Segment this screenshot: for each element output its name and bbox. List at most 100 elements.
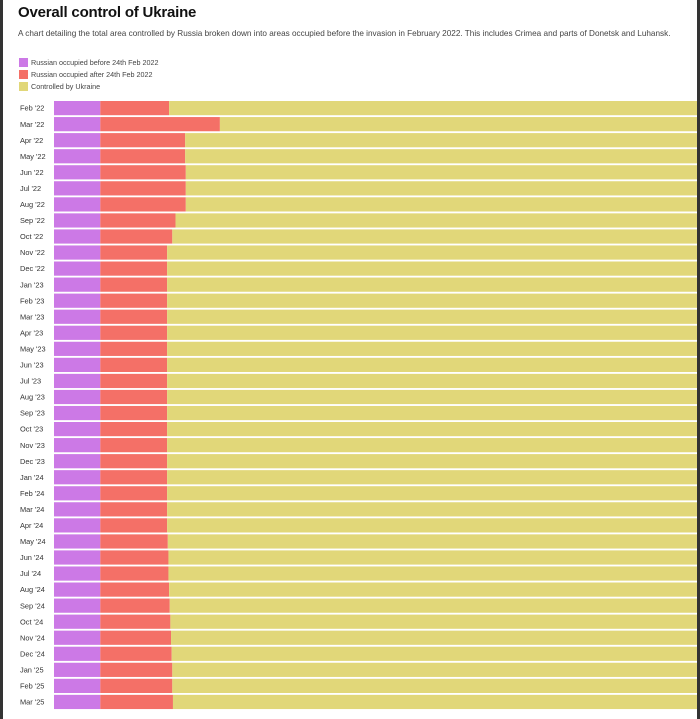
bar-segment-after bbox=[100, 614, 171, 629]
bar-segment-ukraine bbox=[185, 149, 697, 164]
bar-segment-after bbox=[100, 293, 168, 308]
bar-segment-after bbox=[100, 197, 186, 212]
y-tick-label: Aug '23 bbox=[20, 393, 45, 402]
bar-segment-ukraine bbox=[167, 261, 697, 276]
y-tick-label: Mar '24 bbox=[20, 505, 44, 514]
bar-segment-after bbox=[100, 213, 176, 228]
legend-item-ukraine: Controlled by Ukraine bbox=[19, 81, 100, 91]
bar-segment-after bbox=[100, 277, 168, 292]
y-tick-label: Nov '23 bbox=[20, 441, 45, 450]
bar-segment-before bbox=[54, 181, 101, 196]
bar-segment-before bbox=[54, 133, 101, 148]
bar-segment-after bbox=[100, 646, 172, 661]
legend-label-ukraine: Controlled by Ukraine bbox=[31, 81, 101, 91]
y-tick-label: Jan '23 bbox=[20, 280, 44, 289]
bar-segment-after bbox=[100, 438, 168, 453]
legend-label-after: Russian occupied after 24th Feb 2022 bbox=[31, 69, 153, 79]
bar-segment-ukraine bbox=[171, 630, 697, 645]
y-tick-label: Aug '22 bbox=[20, 200, 45, 209]
bar-segment-before bbox=[54, 646, 101, 661]
bar-segment-after bbox=[100, 133, 186, 148]
bar-segment-ukraine bbox=[167, 277, 697, 292]
bar-segment-after bbox=[100, 598, 170, 613]
bar-segment-ukraine bbox=[167, 470, 697, 485]
bar-segment-after bbox=[100, 534, 168, 549]
legend-label-before: Russian occupied before 24th Feb 2022 bbox=[31, 57, 159, 67]
bar-segment-after bbox=[100, 309, 168, 324]
bar-segment-ukraine bbox=[170, 614, 697, 629]
bar-segment-after bbox=[100, 518, 168, 533]
legend-swatch-before bbox=[19, 57, 28, 67]
bar-segment-ukraine bbox=[167, 341, 697, 356]
y-tick-label: Jul '23 bbox=[20, 377, 41, 386]
y-tick-label: Feb '22 bbox=[20, 104, 44, 113]
bar-segment-ukraine bbox=[169, 582, 697, 597]
bar-segment-ukraine bbox=[172, 229, 697, 244]
bar-segment-before bbox=[54, 405, 101, 421]
bar-segment-before bbox=[54, 341, 101, 356]
y-tick-label: Aug '24 bbox=[20, 585, 45, 594]
y-tick-label: May '23 bbox=[20, 344, 46, 353]
bar-segment-ukraine bbox=[168, 566, 697, 581]
y-tick-label: Feb '24 bbox=[20, 489, 44, 498]
bar-segment-ukraine bbox=[167, 502, 697, 517]
bar-segment-after bbox=[100, 165, 186, 180]
bar-segment-before bbox=[54, 261, 101, 276]
bar-segment-before bbox=[54, 197, 101, 212]
y-tick-label: Oct '23 bbox=[20, 425, 43, 434]
bar-segment-after bbox=[100, 550, 169, 565]
y-tick-label: May '22 bbox=[20, 152, 46, 161]
bar-segment-after bbox=[100, 422, 168, 437]
bar-segment-ukraine bbox=[172, 678, 697, 693]
bar-segment-before bbox=[54, 454, 101, 469]
bar-segment-ukraine bbox=[167, 309, 697, 324]
y-tick-label: Sep '22 bbox=[20, 216, 45, 225]
bar-segment-before bbox=[54, 309, 101, 324]
bar-segment-ukraine bbox=[167, 325, 697, 340]
bar-segment-after bbox=[100, 678, 173, 693]
y-tick-label: Jul '22 bbox=[20, 184, 41, 193]
bar-segment-before bbox=[54, 245, 101, 260]
bar-segment-after bbox=[100, 117, 220, 132]
y-tick-label: Jan '25 bbox=[20, 665, 44, 674]
bar-segment-after bbox=[100, 389, 168, 405]
y-tick-label: Mar '22 bbox=[20, 120, 44, 129]
y-tick-label: Dec '24 bbox=[20, 649, 45, 658]
y-tick-label: Dec '23 bbox=[20, 457, 45, 466]
bar-segment-before bbox=[54, 518, 101, 533]
bar-segment-after bbox=[100, 325, 168, 340]
bar-segment-ukraine bbox=[167, 245, 697, 260]
bar-segment-ukraine bbox=[172, 694, 697, 710]
bar-segment-before bbox=[54, 550, 101, 565]
bar-segment-after bbox=[100, 470, 168, 485]
bar-segment-ukraine bbox=[167, 438, 697, 453]
chart-title: Overall control of Ukraine bbox=[18, 4, 197, 21]
bar-segment-after bbox=[100, 101, 170, 116]
bar-segment-ukraine bbox=[167, 373, 697, 389]
y-tick-label: Sep '23 bbox=[20, 409, 45, 418]
y-tick-label: Nov '22 bbox=[20, 248, 45, 257]
bar-segment-ukraine bbox=[167, 293, 697, 308]
bar-segment-ukraine bbox=[185, 133, 697, 148]
bar-segment-before bbox=[54, 213, 101, 228]
bar-segment-before bbox=[54, 277, 101, 292]
y-tick-label: Jan '24 bbox=[20, 473, 44, 482]
bar-segment-after bbox=[100, 245, 168, 260]
bar-segment-before bbox=[54, 566, 101, 581]
y-tick-label: Jul '24 bbox=[20, 569, 41, 578]
bar-segment-after bbox=[100, 486, 168, 501]
bar-segment-before bbox=[54, 117, 101, 132]
bar-segment-before bbox=[54, 582, 101, 597]
bar-segment-after bbox=[100, 229, 173, 244]
bar-segment-after bbox=[100, 630, 172, 645]
bar-segment-before bbox=[54, 438, 101, 453]
y-tick-label: Oct '24 bbox=[20, 617, 43, 626]
bar-segment-ukraine bbox=[168, 550, 697, 565]
bar-segment-before bbox=[54, 534, 101, 549]
y-tick-label: Jun '24 bbox=[20, 553, 44, 562]
bar-segment-ukraine bbox=[175, 213, 697, 228]
bar-segment-after bbox=[100, 149, 186, 164]
bar-segment-before bbox=[54, 598, 101, 613]
bar-segment-before bbox=[54, 293, 101, 308]
y-tick-label: Apr '24 bbox=[20, 521, 43, 530]
